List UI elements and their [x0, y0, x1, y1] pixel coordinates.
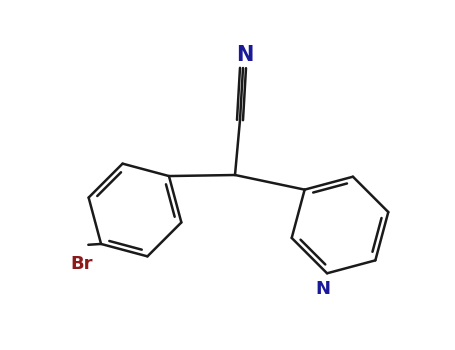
Text: N: N	[236, 45, 254, 65]
Text: Br: Br	[70, 255, 92, 273]
Text: N: N	[315, 280, 330, 298]
